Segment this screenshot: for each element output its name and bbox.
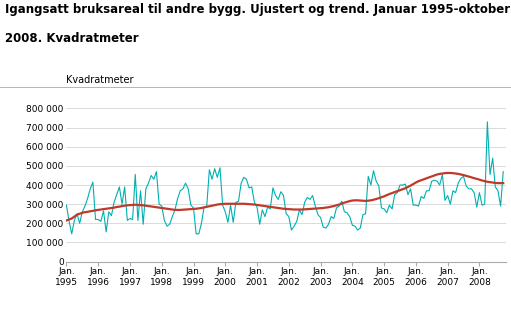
Text: 2008. Kvadratmeter: 2008. Kvadratmeter xyxy=(5,32,138,45)
Text: Kvadratmeter: Kvadratmeter xyxy=(66,75,134,85)
Text: Igangsatt bruksareal til andre bygg. Ujustert og trend. Januar 1995-oktober: Igangsatt bruksareal til andre bygg. Uju… xyxy=(5,3,510,16)
